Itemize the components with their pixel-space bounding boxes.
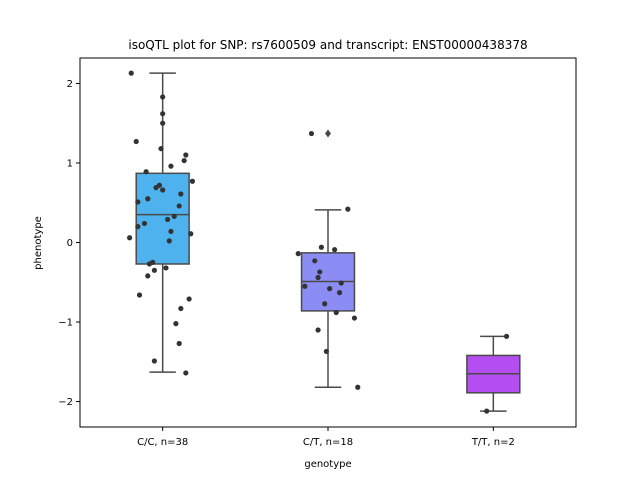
box-group-3 (466, 335, 521, 412)
data-point (312, 258, 318, 264)
data-point (327, 286, 333, 292)
data-point (189, 178, 196, 184)
data-point (133, 138, 139, 145)
data-point (323, 348, 329, 355)
data-point (160, 187, 166, 193)
data-point (160, 94, 166, 100)
data-point (188, 231, 194, 237)
data-point (171, 213, 177, 219)
data-point (351, 315, 358, 321)
data-point (163, 265, 169, 271)
data-point (302, 283, 308, 289)
points-group-2 (295, 130, 361, 390)
data-point (181, 157, 187, 164)
data-point (160, 120, 166, 126)
data-point (141, 220, 148, 227)
data-point (183, 152, 189, 158)
data-point (127, 235, 133, 241)
data-point (143, 169, 149, 175)
x-axis: C/C, n=38 C/T, n=18 T/T, n=2 (137, 427, 515, 448)
data-point (135, 199, 141, 205)
data-point (145, 273, 151, 279)
data-point (158, 146, 164, 152)
data-point (295, 251, 301, 257)
points-group-3 (484, 333, 510, 414)
data-point (176, 203, 182, 209)
x-axis-label: genotype (304, 459, 351, 470)
data-point (345, 206, 351, 212)
y-axis-label: phenotype (33, 216, 44, 270)
data-point (315, 274, 321, 281)
data-point (173, 321, 179, 327)
data-point (135, 223, 141, 230)
y-tick-label: 2 (67, 79, 73, 90)
data-point (322, 301, 328, 307)
data-point (168, 163, 174, 169)
plot-content (127, 70, 521, 414)
data-point (503, 333, 510, 339)
data-point (333, 309, 339, 316)
y-axis: −2 −1 0 1 2 (58, 79, 80, 408)
box-iqr (135, 172, 190, 265)
data-point (308, 130, 315, 137)
data-point (166, 238, 172, 244)
data-point (338, 280, 344, 286)
data-point (146, 261, 153, 267)
data-point (317, 269, 323, 275)
data-point (165, 216, 171, 223)
chart-title: isoQTL plot for SNP: rs7600509 and trans… (128, 38, 527, 52)
points-group-1 (127, 70, 196, 376)
data-point (355, 384, 361, 390)
data-point (183, 370, 189, 376)
y-tick-label: −2 (58, 397, 73, 408)
data-point (136, 292, 143, 298)
box-group-2 (300, 129, 356, 388)
data-point (186, 296, 192, 302)
data-point (151, 358, 157, 364)
y-tick-label: −1 (58, 318, 73, 329)
data-point (153, 185, 159, 191)
x-tick-label: C/C, n=38 (137, 437, 188, 448)
data-point (318, 244, 324, 250)
data-point (484, 408, 490, 414)
data-point (128, 70, 134, 76)
data-point (160, 111, 166, 117)
outlier-marker (325, 129, 331, 138)
data-point (332, 247, 338, 253)
y-tick-label: 1 (67, 158, 73, 169)
data-point (315, 327, 321, 333)
data-point (336, 290, 343, 296)
data-point (176, 340, 182, 347)
data-point (151, 267, 157, 273)
data-point (178, 305, 184, 312)
data-point (178, 191, 184, 197)
x-tick-label: T/T, n=2 (471, 437, 515, 448)
x-tick-label: C/T, n=18 (303, 437, 353, 448)
data-point (168, 228, 174, 234)
data-point (145, 196, 151, 202)
y-tick-label: 0 (67, 238, 73, 249)
